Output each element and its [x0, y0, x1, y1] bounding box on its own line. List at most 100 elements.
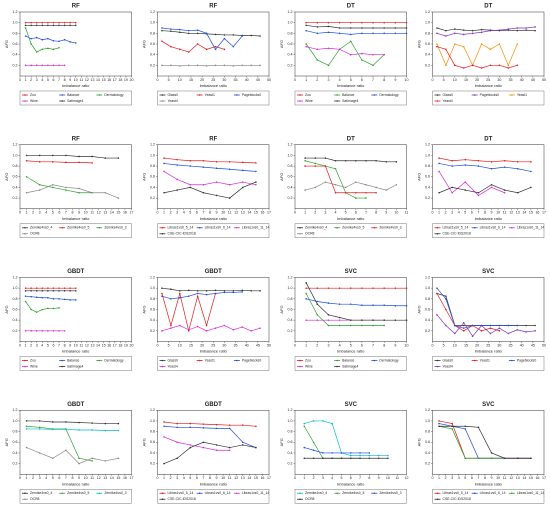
- x-tick-label: 11: [503, 476, 507, 480]
- x-tick-label: 12: [509, 476, 513, 480]
- y-tick-label: 0.2: [425, 462, 430, 466]
- point: [51, 154, 54, 157]
- plot-frame: [157, 277, 270, 342]
- x-tick-label: 6: [58, 211, 60, 215]
- point: [324, 157, 327, 159]
- y-tick-label: 0.2: [425, 329, 430, 333]
- y-tick-label: 0.2: [13, 462, 18, 466]
- chart-title: RF: [72, 136, 80, 142]
- point: [78, 457, 80, 460]
- point: [365, 191, 367, 194]
- point: [52, 287, 55, 289]
- point: [490, 183, 493, 186]
- point: [228, 446, 231, 449]
- point: [490, 457, 493, 460]
- x-tick-label: 7: [477, 476, 479, 480]
- point: [395, 161, 398, 163]
- point: [35, 21, 38, 24]
- y-tick-label: 0.4: [150, 53, 155, 57]
- point: [52, 330, 55, 332]
- x-tick-label: 15: [189, 343, 193, 347]
- x-axis-label: Imbalance ratio: [200, 349, 228, 354]
- point: [58, 40, 60, 43]
- y-axis-label: AFG: [4, 305, 9, 313]
- point: [534, 29, 536, 32]
- point: [259, 35, 261, 37]
- point: [489, 327, 492, 329]
- y-axis-label: AFG: [142, 305, 147, 313]
- point: [372, 21, 374, 24]
- point: [349, 452, 352, 454]
- point: [202, 183, 205, 186]
- x-tick-label: 20: [130, 343, 134, 347]
- series-line: [436, 27, 536, 32]
- point: [314, 162, 317, 165]
- point: [498, 330, 501, 332]
- x-tick-label: 4: [335, 211, 337, 215]
- point: [65, 428, 67, 431]
- legend-box: [157, 489, 270, 504]
- point: [179, 31, 181, 34]
- point: [205, 32, 208, 35]
- point: [47, 21, 49, 24]
- x-axis-label: Imbalance ratio: [475, 83, 503, 88]
- point: [241, 441, 244, 444]
- chart-title: DT: [484, 136, 492, 142]
- point: [52, 298, 55, 300]
- series-line: [161, 325, 261, 332]
- x-tick-label: 15: [102, 78, 106, 82]
- x-tick-label: 5: [350, 78, 352, 82]
- point: [454, 332, 456, 335]
- x-tick-label: 10: [178, 343, 182, 347]
- x-axis-label: Imbalance ratio: [200, 216, 228, 221]
- point: [170, 30, 172, 32]
- x-tick-label: 7: [202, 211, 204, 215]
- plot-frame: [432, 410, 545, 475]
- point: [91, 460, 93, 462]
- legend-marker: [511, 94, 513, 96]
- point: [361, 287, 363, 289]
- series-line: [26, 425, 93, 462]
- point: [349, 457, 352, 460]
- legend-label: Dermatology: [104, 93, 124, 97]
- x-tick-label: 3: [327, 78, 329, 82]
- point: [63, 330, 66, 332]
- point: [25, 420, 28, 422]
- x-tick-label: 11: [90, 211, 94, 215]
- point: [232, 45, 235, 48]
- point: [241, 181, 244, 183]
- point: [477, 191, 480, 194]
- point: [365, 183, 367, 186]
- point: [445, 308, 447, 311]
- point: [464, 164, 467, 166]
- point: [38, 183, 41, 186]
- point: [525, 27, 527, 29]
- point: [223, 291, 226, 294]
- point: [189, 426, 192, 429]
- x-axis-label: Imbalance ratio: [337, 83, 365, 88]
- x-tick-label: 2: [30, 78, 32, 82]
- point: [498, 327, 501, 329]
- point: [334, 167, 337, 170]
- x-tick-label: 0: [19, 211, 21, 215]
- point: [35, 51, 38, 53]
- point: [41, 308, 44, 311]
- point: [438, 162, 440, 165]
- chart-title: SVC: [482, 402, 495, 408]
- point: [63, 290, 66, 292]
- point: [305, 45, 307, 48]
- series-line: [306, 298, 407, 307]
- point: [534, 324, 536, 327]
- panel: DT AFG Imbalance ratio 0.2 0.4 0.6 0.8 1.0 1.2 0 1…: [279, 4, 409, 106]
- point: [383, 53, 386, 56]
- point: [394, 319, 397, 321]
- x-tick-label: 15: [116, 476, 120, 480]
- x-tick-label: 1: [303, 476, 305, 480]
- point: [516, 27, 519, 29]
- x-tick-label: 16: [107, 78, 111, 82]
- x-tick-label: 17: [542, 211, 546, 215]
- point: [52, 48, 55, 51]
- x-tick-label: 11: [79, 343, 83, 347]
- point: [349, 303, 352, 305]
- legend-marker: [24, 100, 26, 102]
